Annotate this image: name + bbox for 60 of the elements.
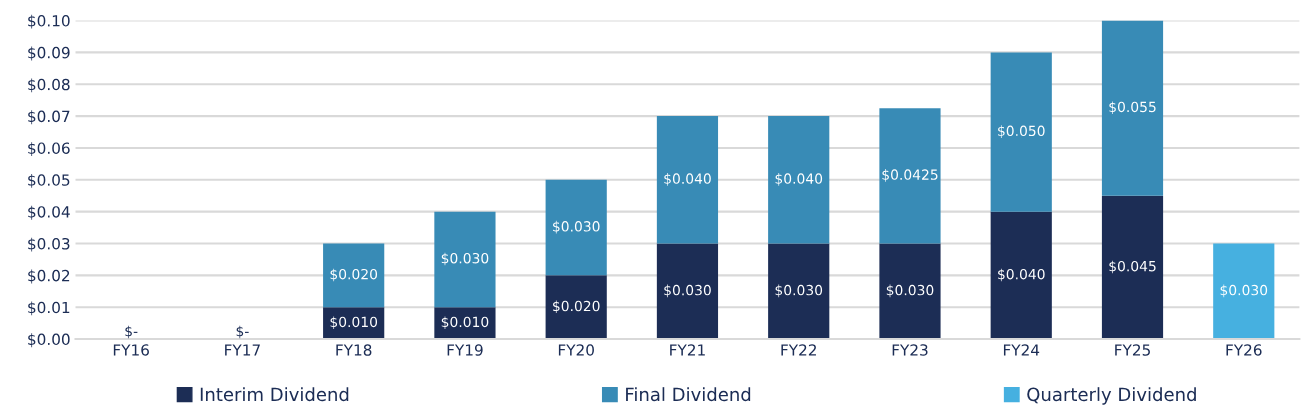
y-tick-label: $0.09 — [28, 46, 70, 61]
y-tick-label: $0.06 — [28, 142, 70, 157]
bar — [434, 307, 496, 340]
x-tick-label: FY25 — [1115, 344, 1150, 356]
data-label: $0.040 — [775, 173, 823, 186]
data-label: $0.030 — [775, 284, 823, 298]
data-label: $0.055 — [1109, 101, 1156, 115]
x-tick-label: FY18 — [336, 344, 372, 356]
y-tick-label: $0.03 — [28, 237, 70, 252]
data-label: $0.030 — [664, 284, 711, 298]
data-label: $- — [236, 325, 249, 339]
y-tick-label: $0.02 — [28, 269, 70, 284]
bar — [545, 275, 607, 340]
bar — [434, 211, 496, 308]
data-label: $0.020 — [553, 300, 600, 314]
bar — [323, 243, 385, 308]
y-tick-label: $0.07 — [28, 110, 70, 125]
data-label: $0.050 — [998, 125, 1045, 138]
bar — [656, 243, 719, 340]
bar — [1101, 195, 1164, 340]
legend-label: Interim Dividend — [200, 387, 349, 402]
data-label: $0.010 — [441, 316, 489, 330]
data-label: $- — [125, 325, 138, 339]
y-tick-label: $0.01 — [28, 301, 70, 316]
x-tick-label: FY24 — [1003, 344, 1040, 356]
data-label: $0.030 — [886, 284, 934, 298]
data-label: $0.030 — [1220, 284, 1268, 298]
y-tick-label: $0.04 — [28, 205, 70, 220]
legend-label: Final Dividend — [626, 387, 751, 402]
bar — [879, 243, 941, 340]
data-label: $0.045 — [1109, 260, 1156, 274]
bar — [768, 116, 830, 244]
bar — [1101, 20, 1164, 196]
data-label: $0.030 — [441, 252, 489, 266]
x-tick-label: FY23 — [892, 344, 928, 356]
data-label: $0.030 — [553, 220, 600, 234]
x-tick-label: FY17 — [225, 344, 260, 356]
bar — [1213, 243, 1275, 340]
bar — [990, 211, 1052, 340]
data-label: $0.0425 — [882, 169, 938, 182]
y-tick-label: $0.05 — [28, 174, 70, 188]
bar — [768, 243, 830, 340]
bar — [656, 116, 719, 244]
bar — [879, 108, 941, 244]
data-label: $0.010 — [330, 316, 378, 330]
x-tick-label: FY20 — [558, 344, 594, 356]
y-tick-label: $0.10 — [28, 14, 70, 29]
data-label: $0.040 — [664, 173, 711, 186]
x-tick-label: FY26 — [1226, 344, 1262, 356]
bar — [545, 179, 607, 276]
y-tick-label: $0.00 — [28, 333, 70, 348]
data-label: $0.020 — [330, 268, 378, 282]
x-tick-label: FY16 — [113, 344, 149, 356]
data-label: $0.040 — [998, 268, 1045, 282]
legend-label: Quarterly Dividend — [1027, 387, 1196, 405]
y-tick-label: $0.08 — [28, 78, 70, 93]
bar — [990, 52, 1052, 212]
x-tick-label: FY21 — [670, 344, 705, 356]
x-tick-label: FY19 — [447, 344, 483, 356]
x-tick-label: FY22 — [781, 344, 816, 356]
